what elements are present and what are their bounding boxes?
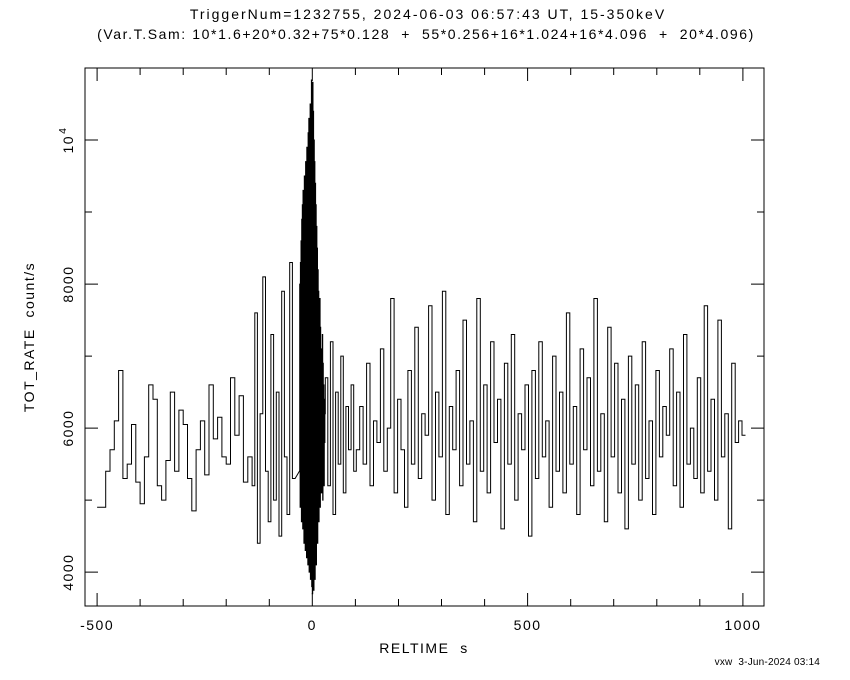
y-axis-label: TOT_RATE count/s	[21, 262, 37, 412]
x-tick-label: 1000	[724, 617, 761, 633]
y-tick-label: 4000	[60, 554, 76, 591]
creation-timestamp: vxw 3-Jun-2024 03:14	[715, 657, 821, 668]
x-tick-label: -500	[80, 617, 114, 633]
y-tick-labels: 4000 6000 8000 104	[57, 127, 76, 591]
y-tick-label: 8000	[60, 265, 76, 302]
chart-subtitle: (Var.T.Sam: 10*1.6+20*0.32+75*0.128 + 55…	[97, 26, 755, 42]
y-tick-label: 104	[57, 127, 76, 154]
x-tick-labels: -500 0 500 1000	[80, 617, 761, 633]
x-axis-label: RELTIME s	[379, 640, 468, 656]
data-series-histogram	[97, 79, 746, 595]
plot-frame	[84, 67, 765, 607]
x-tick-label: 500	[514, 617, 542, 633]
x-tick-label: 0	[308, 617, 317, 633]
axis-ticks	[85, 67, 764, 606]
chart-title: TriggerNum=1232755, 2024-06-03 06:57:43 …	[190, 6, 666, 22]
y-tick-label: 6000	[60, 410, 76, 447]
